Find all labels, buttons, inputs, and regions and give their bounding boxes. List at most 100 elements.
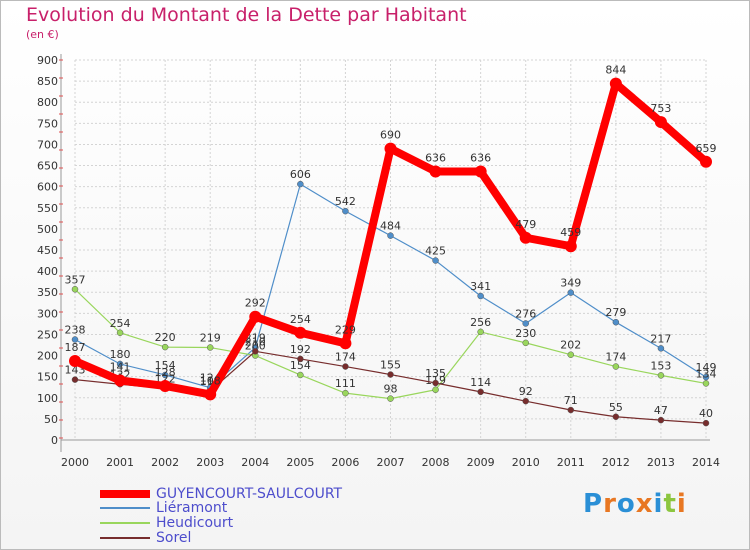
data-point-guyencourt-saulcourt bbox=[114, 374, 127, 387]
y-tick-label: 900 bbox=[37, 54, 58, 67]
y-tick-label: 200 bbox=[37, 350, 58, 363]
data-point-guyencourt-saulcourt bbox=[519, 231, 532, 244]
data-label-heudicourt: 357 bbox=[65, 273, 86, 286]
data-point-heudicourt bbox=[297, 371, 304, 379]
data-point-heudicourt bbox=[567, 351, 575, 358]
legend-item-lieramont: Liéramont bbox=[100, 500, 227, 516]
legend-swatch bbox=[100, 507, 150, 509]
legend-swatch bbox=[100, 490, 150, 498]
legend-label: Sorel bbox=[156, 530, 192, 546]
data-label-li-ramont: 341 bbox=[470, 280, 491, 293]
x-tick-label: 2003 bbox=[196, 456, 224, 469]
data-label-heudicourt: 254 bbox=[110, 317, 131, 330]
data-label-guyencourt-saulcourt: 187 bbox=[65, 341, 86, 354]
data-label-sorel: 40 bbox=[699, 407, 713, 420]
data-point-guyencourt-saulcourt bbox=[159, 379, 172, 392]
data-label-li-ramont: 279 bbox=[605, 306, 626, 319]
data-label-sorel: 174 bbox=[335, 351, 356, 364]
y-tick-label: 550 bbox=[37, 202, 58, 215]
y-tick-label: 350 bbox=[37, 286, 58, 299]
x-tick-label: 2000 bbox=[61, 456, 89, 469]
data-label-li-ramont: 276 bbox=[515, 307, 536, 320]
x-tick-label: 2012 bbox=[602, 456, 630, 469]
logo-letter: o bbox=[616, 489, 636, 519]
data-point-heudicourt bbox=[342, 389, 349, 397]
data-label-guyencourt-saulcourt: 479 bbox=[515, 218, 536, 231]
data-point-guyencourt-saulcourt bbox=[474, 165, 487, 178]
x-tick-label: 2004 bbox=[241, 456, 269, 469]
data-label-guyencourt-saulcourt: 753 bbox=[650, 102, 671, 115]
legend-label: Heudicourt bbox=[156, 515, 234, 531]
x-tick-label: 2014 bbox=[692, 456, 720, 469]
logo-letter: t bbox=[663, 489, 677, 519]
y-tick-label: 600 bbox=[37, 181, 58, 194]
data-label-heudicourt: 111 bbox=[335, 377, 356, 390]
data-label-li-ramont: 217 bbox=[650, 332, 671, 345]
data-point-sorel bbox=[612, 413, 620, 421]
data-point-li-ramont bbox=[432, 257, 439, 264]
data-point-sorel bbox=[657, 416, 665, 424]
data-point-li-ramont bbox=[477, 292, 484, 300]
data-label-li-ramont: 180 bbox=[110, 348, 131, 361]
data-point-heudicourt bbox=[657, 372, 665, 379]
proxiti-logo: Proxiti bbox=[583, 489, 687, 519]
y-tick-label: 300 bbox=[37, 307, 58, 320]
data-label-heudicourt: 134 bbox=[696, 367, 717, 380]
data-point-heudicourt bbox=[71, 286, 79, 293]
data-point-sorel bbox=[252, 348, 259, 355]
data-point-sorel bbox=[702, 419, 710, 427]
data-label-heudicourt: 200 bbox=[245, 340, 266, 353]
data-label-guyencourt-saulcourt: 128 bbox=[155, 366, 176, 379]
legend-item-sorel: Sorel bbox=[100, 530, 191, 546]
data-label-heudicourt: 98 bbox=[384, 383, 398, 396]
data-label-heudicourt: 230 bbox=[515, 327, 536, 340]
data-label-li-ramont: 149 bbox=[696, 361, 717, 374]
data-point-heudicourt bbox=[116, 329, 124, 337]
data-label-sorel: 71 bbox=[564, 394, 578, 407]
y-tick-label: 650 bbox=[37, 160, 58, 173]
data-point-guyencourt-saulcourt bbox=[609, 77, 622, 90]
data-point-li-ramont bbox=[522, 320, 529, 327]
data-point-guyencourt-saulcourt bbox=[564, 240, 577, 253]
data-label-li-ramont: 154 bbox=[155, 359, 176, 372]
legend-label: Liéramont bbox=[156, 500, 228, 516]
data-point-li-ramont bbox=[342, 207, 349, 215]
y-tick-label: 500 bbox=[37, 223, 58, 236]
data-point-li-ramont bbox=[612, 318, 620, 326]
data-label-sorel: 135 bbox=[425, 367, 446, 380]
data-label-guyencourt-saulcourt: 254 bbox=[290, 313, 311, 326]
data-point-heudicourt bbox=[432, 386, 439, 394]
data-label-guyencourt-saulcourt: 108 bbox=[200, 374, 221, 387]
y-tick-label: 100 bbox=[37, 392, 58, 405]
data-label-guyencourt-saulcourt: 636 bbox=[425, 151, 446, 164]
data-point-heudicourt bbox=[522, 339, 529, 347]
y-tick-label: 750 bbox=[37, 117, 58, 130]
data-label-guyencourt-saulcourt: 141 bbox=[110, 360, 131, 373]
data-point-sorel bbox=[477, 388, 484, 396]
data-point-li-ramont bbox=[161, 371, 169, 379]
x-tick-label: 2007 bbox=[377, 456, 405, 469]
x-tick-label: 2010 bbox=[512, 456, 540, 469]
data-label-li-ramont: 542 bbox=[335, 195, 356, 208]
data-point-sorel bbox=[567, 406, 575, 414]
data-point-sorel bbox=[297, 355, 304, 363]
data-label-heudicourt: 153 bbox=[650, 359, 671, 372]
data-label-sorel: 114 bbox=[470, 376, 491, 389]
y-tick-label: 250 bbox=[37, 328, 58, 341]
legend-swatch bbox=[100, 522, 150, 524]
data-point-guyencourt-saulcourt bbox=[294, 326, 307, 339]
data-point-li-ramont bbox=[657, 345, 665, 352]
data-label-heudicourt: 174 bbox=[605, 351, 626, 364]
legend-swatch bbox=[100, 537, 150, 539]
data-point-guyencourt-saulcourt bbox=[429, 165, 442, 178]
x-tick-label: 2001 bbox=[106, 456, 134, 469]
data-point-guyencourt-saulcourt bbox=[339, 337, 352, 350]
data-label-li-ramont: 606 bbox=[290, 168, 311, 181]
y-tick-label: 0 bbox=[51, 434, 58, 447]
data-point-sorel bbox=[432, 379, 439, 387]
data-point-li-ramont bbox=[702, 373, 710, 381]
x-tick-label: 2008 bbox=[422, 456, 450, 469]
data-label-sorel: 155 bbox=[380, 359, 401, 372]
data-point-heudicourt bbox=[612, 363, 620, 370]
